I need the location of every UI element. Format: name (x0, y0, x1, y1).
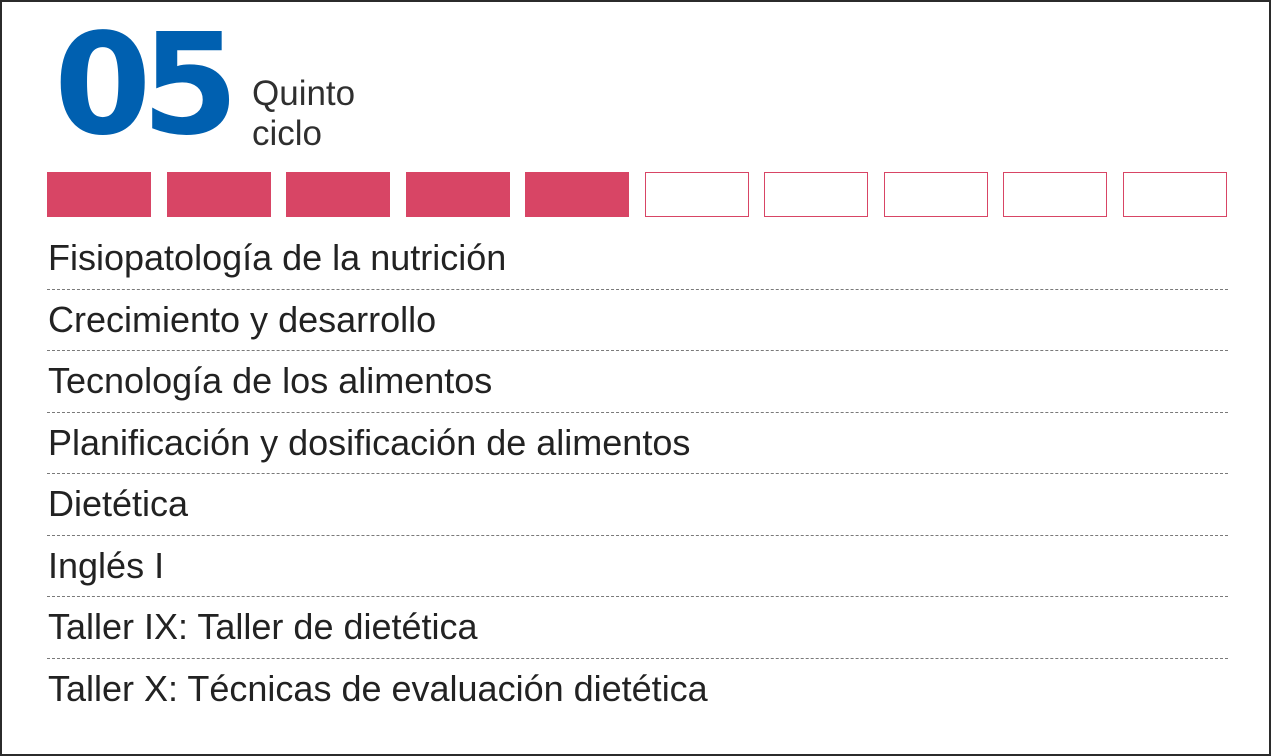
course-name: Taller X: Técnicas de evaluación dietéti… (48, 667, 708, 709)
course-item: Fisiopatología de la nutrición (47, 228, 1228, 290)
course-name: Tecnología de los alimentos (48, 360, 493, 401)
course-item: Planificación y dosificación de alimento… (47, 413, 1228, 474)
progress-segment (286, 172, 390, 217)
progress-segment (644, 172, 749, 217)
progress-segment (47, 172, 151, 217)
course-item: Crecimiento y desarrollo (47, 290, 1228, 351)
course-item: Inglés I (47, 536, 1228, 597)
course-item: Tecnología de los alimentos (47, 351, 1228, 413)
cycle-number: 05 (54, 4, 239, 167)
cycle-title-line1: Quinto (252, 74, 356, 113)
progress-segment (764, 172, 868, 217)
course-list: Fisiopatología de la nutrición Crecimien… (47, 228, 1228, 720)
progress-segment (405, 172, 510, 217)
progress-segment (883, 172, 988, 217)
progress-segment (525, 172, 629, 217)
course-item: Dietética (47, 474, 1228, 536)
course-name: Inglés I (48, 544, 165, 586)
course-name: Planificación y dosificación de alimento… (48, 421, 691, 463)
course-name: Fisiopatología de la nutrición (48, 237, 507, 278)
course-item: Taller IX: Taller de dietética (47, 597, 1228, 659)
progress-segment (1003, 172, 1107, 217)
progress-segment (1122, 172, 1227, 217)
course-item: Taller X: Técnicas de evaluación dietéti… (47, 659, 1228, 721)
cycle-title: Quinto ciclo (252, 74, 355, 154)
cycle-title-line2: ciclo (252, 114, 323, 153)
course-name: Dietética (48, 483, 189, 524)
progress-segment (166, 172, 271, 217)
cycle-progress-bar (47, 172, 1227, 217)
course-name: Crecimiento y desarrollo (48, 298, 437, 340)
course-name: Taller IX: Taller de dietética (48, 606, 478, 647)
